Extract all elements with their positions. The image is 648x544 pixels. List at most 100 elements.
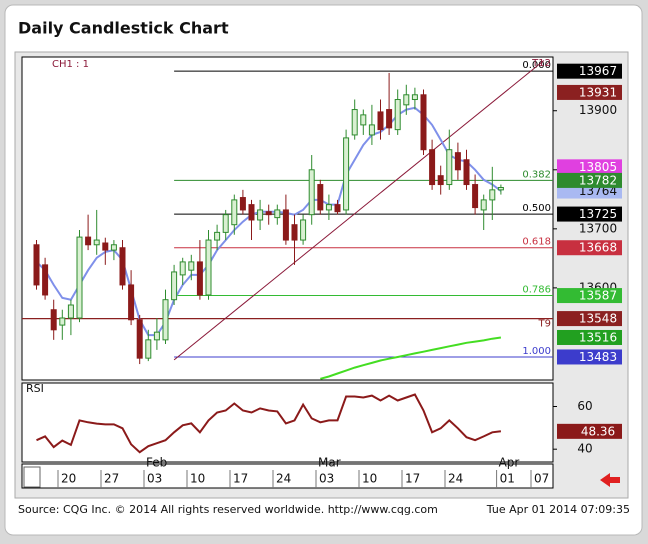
candle-body — [110, 244, 117, 251]
x-month-label: Feb — [146, 456, 167, 470]
candle-body — [50, 309, 57, 331]
rsi-label: RSI — [26, 382, 44, 395]
trend-line — [173, 60, 545, 361]
chart-label: CH1 : 1 — [52, 59, 89, 70]
candle-body — [248, 204, 255, 221]
x-tick-label: 17 — [233, 472, 248, 486]
candle-body — [222, 214, 229, 233]
candle-body — [239, 197, 246, 211]
value-box-label: 13516 — [579, 330, 617, 344]
candle-body — [454, 152, 461, 171]
candle-body — [136, 319, 143, 359]
x-axis-band — [21, 463, 554, 489]
candle-body — [179, 261, 186, 276]
candle-body — [153, 331, 160, 341]
value-box — [557, 329, 622, 345]
candle-body — [214, 231, 221, 241]
fib-label: 0.382 — [522, 169, 551, 180]
value-box-label: 13587 — [579, 289, 617, 303]
candle-body — [446, 149, 453, 186]
candle-body — [102, 242, 109, 251]
fib-label: 0.786 — [522, 285, 551, 296]
value-box-label: 48.36 — [581, 424, 615, 438]
y-tick-label: 13900 — [579, 103, 617, 117]
candle-body — [334, 204, 341, 213]
candle-body — [480, 199, 487, 211]
value-box — [557, 172, 622, 188]
candle-body — [188, 261, 195, 271]
x-month-label: Mar — [318, 456, 341, 470]
candle-body — [386, 109, 393, 129]
candle-body — [162, 299, 169, 341]
candle-body — [145, 339, 152, 359]
candle-body — [472, 184, 479, 209]
fib-label: 1.000 — [522, 346, 551, 357]
fib-label: 0.618 — [522, 237, 551, 248]
candle-body — [196, 261, 203, 296]
candle-body — [351, 109, 358, 136]
candle-body — [317, 184, 324, 211]
value-box-label: 13725 — [579, 207, 617, 221]
candle-body — [429, 149, 436, 186]
candle-body — [257, 209, 264, 221]
candle-body — [93, 239, 100, 246]
value-box-label: 13548 — [579, 312, 617, 326]
x-tick-label: 10 — [190, 472, 205, 486]
candle-body — [33, 244, 40, 286]
footer-source: Source: CQG Inc. © 2014 All rights reser… — [18, 503, 438, 516]
candle-body — [300, 219, 307, 241]
candle-body — [403, 94, 410, 106]
candle-body — [231, 199, 238, 226]
value-box-label: 13782 — [579, 173, 617, 187]
candle-body — [67, 304, 74, 319]
y-tick-label: 40 — [577, 442, 592, 456]
x-month-label: Apr — [499, 456, 520, 470]
candle-body — [274, 209, 281, 219]
candle-body — [420, 94, 427, 151]
x-tick-label: 07 — [534, 472, 549, 486]
candle-body — [497, 186, 504, 191]
candle-body — [282, 209, 289, 241]
candle-body — [394, 99, 401, 131]
value-box-label: 13668 — [579, 241, 617, 255]
trend-line-label: T12 — [531, 58, 551, 69]
y-tick-label: 13700 — [579, 221, 617, 235]
value-box — [557, 240, 622, 256]
value-box-label: 13483 — [579, 350, 617, 364]
candle-body — [291, 224, 298, 241]
x-tick-label: 20 — [61, 472, 76, 486]
fib-label: 0.000 — [522, 60, 551, 71]
candle-body — [489, 189, 496, 201]
candle-body — [463, 159, 470, 186]
footer-timestamp: Tue Apr 01 2014 07:09:35 — [486, 503, 630, 516]
candle-body — [59, 317, 66, 326]
candle-body — [76, 236, 83, 319]
x-tick-label: 03 — [147, 472, 162, 486]
value-box-label: 13931 — [579, 85, 617, 99]
value-box — [557, 63, 622, 79]
value-box — [557, 206, 622, 222]
scroll-arrow[interactable] — [600, 473, 620, 487]
candle-body — [343, 137, 350, 211]
fib-label: 0.500 — [522, 203, 551, 214]
value-box — [557, 159, 622, 175]
candle-body — [128, 284, 135, 321]
candle-body — [360, 114, 367, 126]
value-box-label: 13967 — [579, 64, 617, 78]
candle-body — [437, 175, 444, 186]
chart-title: Daily Candlestick Chart — [18, 19, 229, 38]
x-tick-label: 03 — [319, 472, 334, 486]
value-box-label: 13805 — [579, 160, 617, 174]
x-tick-label: 01 — [500, 472, 515, 486]
x-tick-label: 17 — [405, 472, 420, 486]
candle-body — [368, 124, 375, 136]
x-tick-label: 24 — [276, 472, 291, 486]
candle-body — [325, 204, 332, 211]
candle-body — [308, 169, 315, 216]
x-tick-label: 24 — [448, 472, 463, 486]
candle-body — [205, 239, 212, 296]
value-box — [557, 349, 622, 365]
axis-corner-box — [23, 466, 41, 488]
candle-body — [171, 271, 178, 301]
